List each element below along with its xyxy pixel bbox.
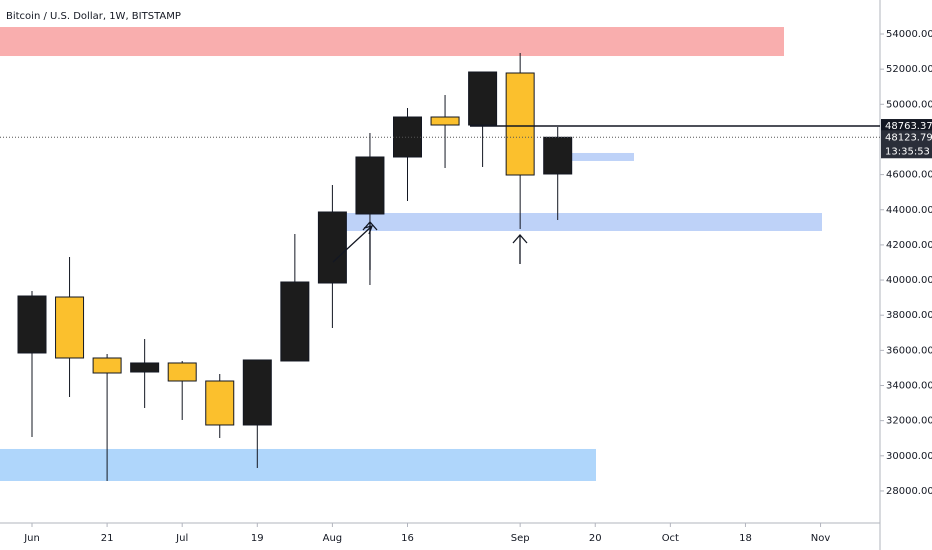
y-tick-label: 50000.00 [886, 99, 932, 110]
candle-body [92, 357, 122, 374]
y-tick-label: 36000.00 [886, 345, 932, 356]
y-tick-label: 52000.00 [886, 64, 932, 75]
candle-body [355, 156, 385, 215]
candle-body [17, 295, 47, 354]
zone [558, 152, 634, 161]
candle-body [205, 380, 235, 426]
x-tick-label: 21 [101, 533, 114, 544]
y-tick-label: 34000.00 [886, 380, 932, 391]
zone [333, 213, 822, 231]
chart-title: Bitcoin / U.S. Dollar, 1W, BITSTAMP [6, 11, 181, 22]
y-tick-label: 38000.00 [886, 310, 932, 321]
candle-body [468, 71, 498, 126]
y-tick-label: 40000.00 [886, 275, 932, 286]
candle-body [430, 116, 460, 126]
y-tick-label: 54000.00 [886, 29, 932, 40]
x-tick-label: Nov [811, 533, 831, 544]
arrow [512, 234, 528, 264]
x-tick-label: Aug [323, 533, 343, 544]
zone [0, 27, 784, 57]
x-tick-label: Oct [662, 533, 679, 544]
level-label-box [881, 119, 932, 134]
candle-body [543, 136, 573, 175]
candle-body [280, 281, 310, 362]
x-tick-label: Jul [175, 533, 188, 544]
candle-body [317, 211, 347, 284]
price-label-box [881, 130, 932, 159]
candle-body [242, 359, 272, 426]
level-label: 48763.37 [885, 121, 932, 132]
zone [0, 448, 596, 481]
candle-body [130, 362, 160, 373]
price-label: 48123.79 [885, 132, 932, 143]
candle-body [55, 296, 85, 359]
y-tick-label: 32000.00 [886, 416, 932, 427]
x-tick-label: 20 [589, 533, 602, 544]
arrow [362, 221, 378, 270]
y-tick-label: 44000.00 [886, 205, 932, 216]
annotations [332, 221, 528, 270]
countdown: 13:35:53 [885, 146, 930, 157]
y-tick-label: 42000.00 [886, 240, 932, 251]
x-tick-label: Sep [511, 533, 530, 544]
y-tick-label: 46000.00 [886, 170, 932, 181]
y-tick-label: 30000.00 [886, 451, 932, 462]
candle-body [167, 362, 197, 382]
x-tick-label: Jun [23, 533, 40, 544]
x-tick-label: 19 [251, 533, 264, 544]
candle-body [505, 72, 535, 176]
x-tick-label: 16 [401, 533, 414, 544]
y-tick-label: 28000.00 [886, 486, 932, 497]
x-tick-label: 18 [739, 533, 752, 544]
